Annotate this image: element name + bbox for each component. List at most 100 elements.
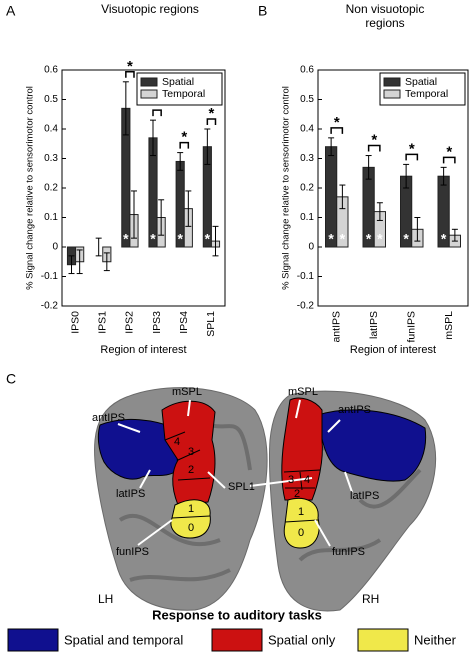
x-tick-label: funIPS — [406, 311, 418, 343]
y-tick-label: -0.1 — [297, 271, 315, 282]
x-tick-label: IPS4 — [178, 311, 190, 334]
zero-significance-marker: * — [123, 231, 129, 247]
region-label: SPL1 — [228, 481, 255, 493]
legend-swatch — [211, 628, 263, 652]
y-tick-label: 0.5 — [44, 94, 58, 105]
y-tick-label: 0.3 — [44, 153, 58, 164]
region-number: 3 — [288, 474, 294, 486]
legend-label: Spatial and temporal — [64, 632, 183, 647]
zero-significance-marker: * — [328, 231, 334, 247]
region-number: 2 — [294, 488, 300, 500]
zero-significance-marker: * — [366, 231, 372, 247]
region-number: 0 — [298, 527, 304, 539]
significance-marker: * — [208, 105, 214, 122]
y-tick-label: 0 — [308, 242, 314, 253]
hemisphere-label: LH — [98, 592, 113, 606]
significance-marker: * — [334, 114, 340, 131]
region-label: latIPS — [116, 488, 145, 500]
significance-bracket — [330, 127, 344, 134]
x-tick-label: IPS1 — [97, 311, 109, 334]
chart-title: Non visuotopic regions — [345, 2, 425, 30]
legend-label: Temporal — [162, 88, 205, 100]
zero-significance-marker: * — [377, 231, 383, 247]
legend-swatch — [383, 77, 401, 87]
x-tick-label: SPL1 — [205, 311, 217, 337]
y-tick-label: 0.5 — [300, 94, 314, 105]
brain-left — [94, 387, 268, 611]
significance-marker: * — [181, 129, 187, 146]
brain-right — [268, 390, 437, 612]
significance-marker: * — [446, 143, 452, 160]
y-tick-label: 0.2 — [44, 183, 58, 194]
region-label: antIPS — [338, 404, 371, 416]
region-label: funIPS — [332, 546, 365, 558]
legend-swatch — [7, 628, 59, 652]
legend-label: Spatial — [162, 76, 194, 88]
panel-label: C — [6, 371, 16, 387]
hemisphere-label: RH — [362, 592, 379, 606]
significance-bracket — [179, 141, 190, 149]
region-label: antIPS — [92, 412, 125, 424]
significance-bracket — [206, 118, 217, 125]
y-axis-label: % Signal change relative to sensorimotor… — [25, 86, 36, 290]
region-number: 2 — [188, 464, 194, 476]
x-axis-label: Region of interest — [350, 344, 436, 356]
zero-significance-marker: * — [150, 231, 156, 247]
y-axis-label: % Signal change relative to sensorimotor… — [281, 86, 292, 290]
chart-title: Visuotopic regions — [101, 2, 199, 16]
x-tick-label: IPS2 — [124, 311, 136, 334]
legend-label: Spatial only — [268, 632, 336, 647]
y-tick-label: 0.6 — [300, 65, 314, 76]
region-number: 4 — [304, 474, 310, 486]
region-number: 0 — [188, 522, 194, 534]
y-tick-label: 0.1 — [300, 212, 314, 223]
zero-significance-marker: * — [340, 231, 346, 247]
legend-label: Neither — [414, 632, 457, 647]
legend-swatch — [140, 89, 158, 99]
panel-label: A — [6, 3, 16, 19]
legend-label: Spatial — [405, 76, 437, 88]
significance-bracket — [125, 71, 135, 78]
x-tick-label: antIPS — [331, 311, 343, 343]
y-tick-label: 0.6 — [44, 65, 58, 76]
y-tick-label: 0.4 — [44, 124, 58, 135]
y-tick-label: 0 — [52, 242, 58, 253]
significance-bracket — [405, 153, 419, 161]
legend-swatch — [383, 89, 401, 99]
zero-significance-marker: * — [177, 231, 183, 247]
y-tick-label: -0.2 — [41, 301, 59, 312]
zero-significance-marker: * — [441, 231, 447, 247]
panel-c-title: Response to auditory tasks — [152, 607, 322, 622]
zero-significance-marker: * — [205, 231, 211, 247]
panel-label: B — [258, 3, 267, 19]
legend-swatch — [140, 77, 158, 87]
x-tick-label: latIPS — [368, 311, 380, 339]
y-tick-label: 0.3 — [300, 153, 314, 164]
region-number: 1 — [188, 503, 194, 515]
y-tick-label: -0.2 — [297, 301, 315, 312]
region-number: 3 — [188, 446, 194, 458]
y-tick-label: 0.1 — [44, 212, 58, 223]
region-number: 4 — [174, 436, 180, 448]
x-tick-label: IPS3 — [151, 311, 163, 334]
x-tick-label: mSPL — [443, 311, 455, 340]
region-label: mSPL — [288, 386, 318, 398]
y-tick-label: 0.4 — [300, 124, 314, 135]
x-tick-label: IPS0 — [69, 311, 81, 334]
region-number: 1 — [298, 506, 304, 518]
legend-swatch — [357, 628, 409, 652]
region-label: funIPS — [116, 546, 149, 558]
significance-bracket — [152, 109, 162, 117]
y-tick-label: -0.1 — [41, 271, 59, 282]
significance-marker: * — [409, 140, 415, 157]
region-label: mSPL — [172, 386, 202, 398]
significance-bracket — [442, 156, 456, 164]
significance-bracket — [367, 144, 381, 152]
significance-marker: * — [127, 58, 133, 75]
y-tick-label: 0.2 — [300, 183, 314, 194]
significance-marker: * — [371, 132, 377, 149]
legend-label: Temporal — [405, 88, 448, 100]
zero-significance-marker: * — [403, 231, 409, 247]
